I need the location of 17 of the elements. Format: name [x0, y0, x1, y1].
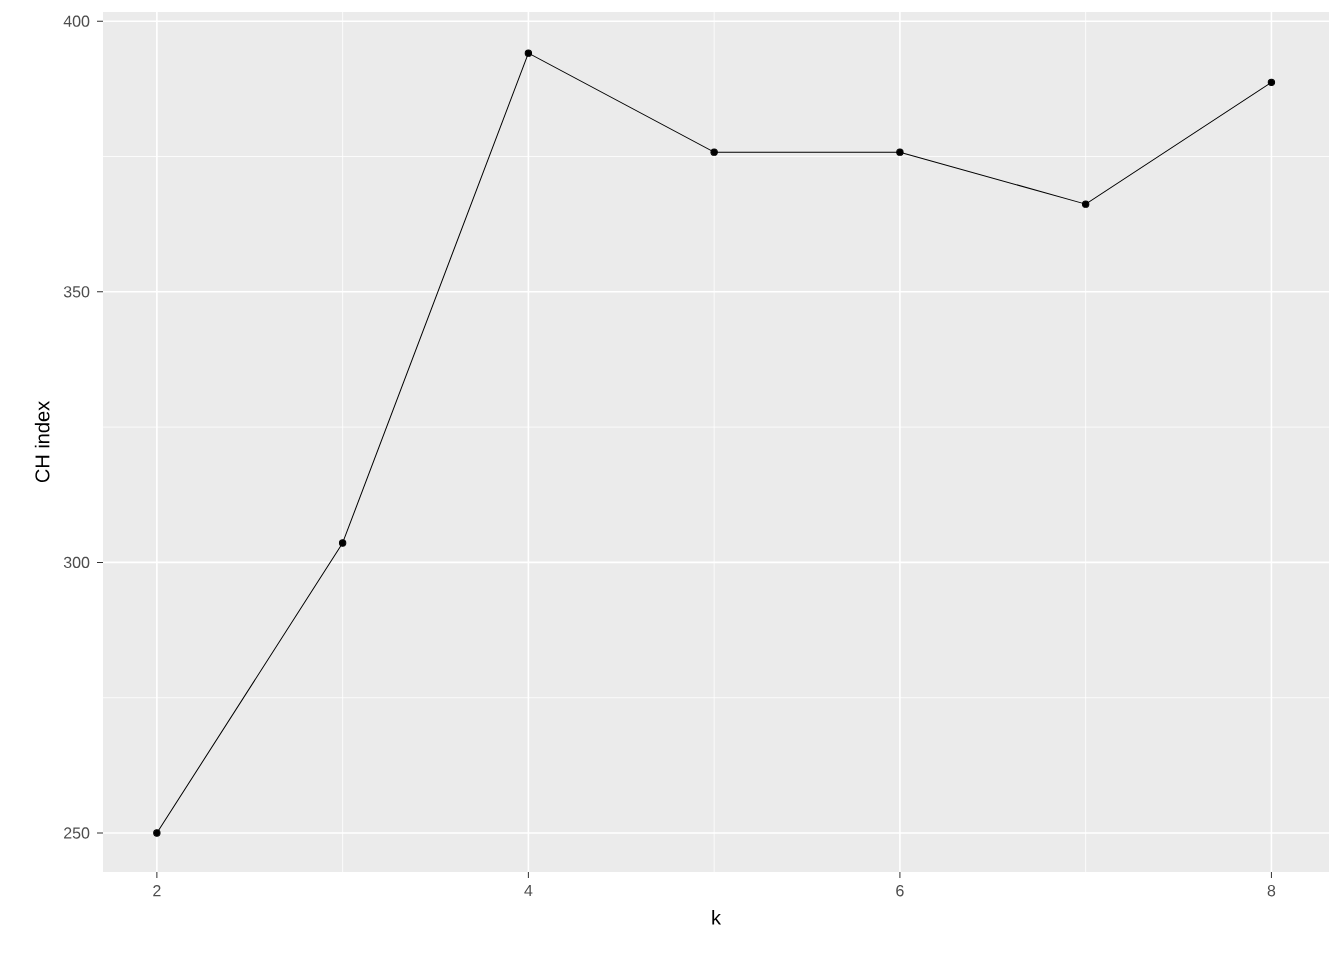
point — [338, 539, 347, 547]
point — [710, 148, 718, 156]
point — [153, 829, 161, 837]
point — [1267, 78, 1276, 87]
x-tick-label: 6 — [896, 885, 904, 897]
y-tick-label: 350 — [63, 286, 90, 298]
x-axis-title: k — [712, 910, 722, 925]
point — [524, 49, 533, 57]
y-tick-label: 300 — [63, 556, 90, 569]
point — [1081, 200, 1090, 208]
x-tick-label: 8 — [1267, 885, 1276, 897]
y-tick-label: 250 — [64, 827, 90, 839]
point — [896, 148, 904, 156]
y-axis-title: CH index — [34, 401, 50, 483]
x-tick-label: 2 — [153, 885, 161, 897]
x-tick-label: 4 — [524, 885, 533, 897]
y-tick-label: 400 — [63, 15, 90, 27]
